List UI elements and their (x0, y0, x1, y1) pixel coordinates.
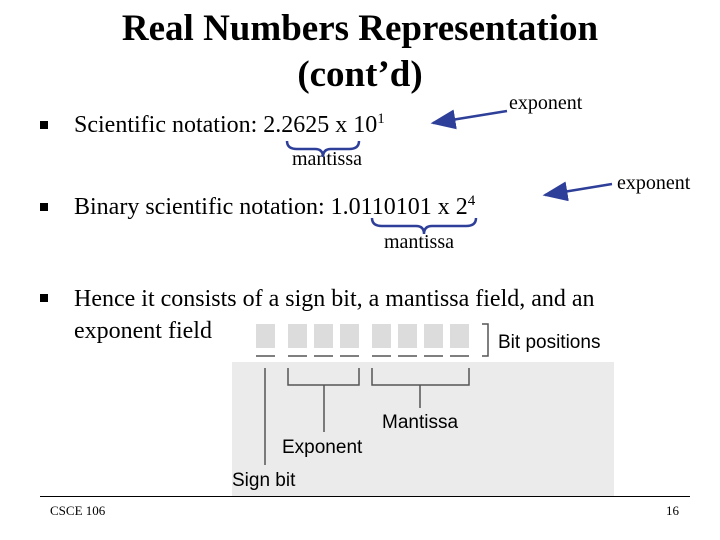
footer-course: CSCE 106 (50, 503, 106, 518)
bullet-2-marker (40, 203, 48, 211)
bullet-2-mantissa: 1.0110101 (330, 194, 432, 220)
footer-rule (40, 496, 690, 497)
bullet-1-marker (40, 121, 48, 129)
slide-title: Real Numbers Representation (cont’d) (0, 6, 720, 98)
page-number: 16 (666, 503, 679, 518)
float-format-diagram-graphics (232, 320, 616, 496)
bullet-1-exponent: 1 (377, 111, 385, 127)
bullet-1-mantissa-label: mantissa (292, 148, 362, 170)
slide-title-line2: (cont’d) (297, 54, 423, 95)
slide-title-line1: Real Numbers Representation (121, 8, 599, 49)
bullet-1-exponent-label: exponent (509, 92, 583, 114)
bit-positions-label: Bit positions (498, 332, 601, 353)
bullet-2-base: x 2 (431, 194, 468, 220)
bullet-1-exponent-arrow (430, 109, 508, 130)
bit-positions-bracket (482, 323, 489, 357)
bullet-1-mantissa: 2.2625 (263, 112, 330, 138)
bullet-3-marker (40, 294, 48, 302)
bullet-1-text: Scientific notation: 2.2625 x 101 (74, 109, 385, 141)
bullet-2-text: Binary scientific notation: 1.0110101 x … (74, 191, 475, 223)
bullet-1-mantissa-brace (285, 140, 361, 158)
sign-bit-label: Sign bit (232, 470, 296, 491)
bullet-1-base: x 10 (329, 112, 378, 138)
bit-cells (256, 324, 469, 348)
bullet-2-exponent-arrow (542, 181, 613, 202)
bullet-2-mantissa-label: mantissa (384, 231, 454, 253)
mantissa-field-label: Mantissa (382, 412, 459, 433)
bullet-3-line2: exponent field (74, 318, 212, 344)
bullet-2-mantissa-brace (370, 217, 478, 235)
bullet-2-prefix: Binary scientific notation: (74, 194, 331, 220)
bullet-2-exponent-label: exponent (617, 172, 691, 194)
bullet-1-prefix: Scientific notation: (74, 112, 264, 138)
bullet-2-exponent: 4 (467, 193, 476, 209)
exponent-field-label: Exponent (282, 437, 363, 458)
float-format-diagram: Bit positions Mantissa Exponent Sign bit (232, 320, 616, 496)
bullet-3-line1: Hence it consists of a sign bit, a manti… (74, 286, 595, 312)
